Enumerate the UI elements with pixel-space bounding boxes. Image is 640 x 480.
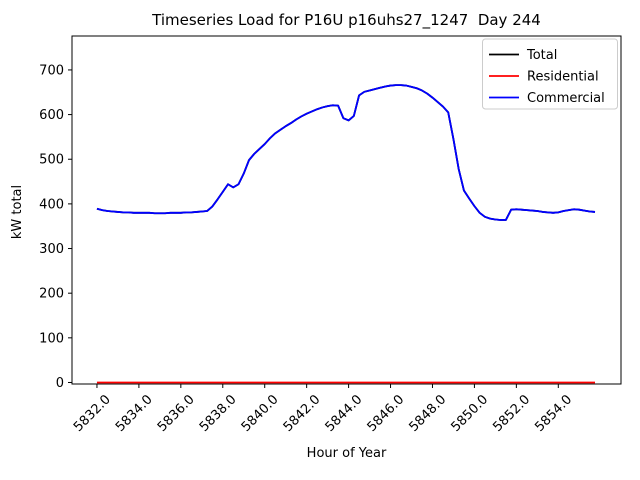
axes-box: [71, 35, 622, 385]
x-axis-ticks: 5832.0 5834.0 5836.0 5838.0 5840.0 5842.0 5844…: [71, 384, 575, 435]
series-line-commercial: [96, 84, 596, 221]
y-axis-label: kW total: [10, 184, 25, 240]
x-axis-label: Hour of Year: [306, 446, 387, 461]
legend-label: Total: [526, 48, 557, 63]
x-tick-label: 5846.0: [365, 392, 408, 435]
x-tick-label: 5850.0: [448, 392, 491, 435]
legend-label: Residential: [527, 70, 599, 85]
legend: Total Residential Commercial: [482, 38, 618, 110]
x-tick-label: 5848.0: [407, 392, 450, 435]
x-tick-label: 5842.0: [281, 392, 324, 435]
x-tick-label: 5852.0: [490, 392, 533, 435]
legend-box: [482, 38, 618, 110]
legend-label: Commercial: [527, 91, 605, 106]
x-tick-label: 5840.0: [239, 392, 282, 435]
y-tick-label: 600: [39, 108, 64, 123]
y-axis-ticks: 0 100 200 300 400 500 600 700: [39, 63, 72, 391]
y-tick-label: 200: [39, 287, 64, 302]
y-tick-label: 300: [39, 242, 64, 257]
y-tick-label: 500: [39, 153, 64, 168]
x-tick-label: 5854.0: [532, 392, 575, 435]
x-tick-label: 5844.0: [323, 392, 366, 435]
chart-title: Timeseries Load for P16U p16uhs27_1247 D…: [152, 11, 541, 29]
y-tick-label: 700: [39, 63, 64, 78]
y-tick-label: 400: [39, 197, 64, 212]
x-tick-label: 5836.0: [155, 392, 198, 435]
x-tick-label: 5832.0: [71, 392, 114, 435]
y-tick-label: 0: [56, 376, 64, 391]
x-tick-label: 5838.0: [197, 392, 240, 435]
y-tick-label: 100: [39, 331, 64, 346]
x-tick-label: 5834.0: [113, 392, 156, 435]
